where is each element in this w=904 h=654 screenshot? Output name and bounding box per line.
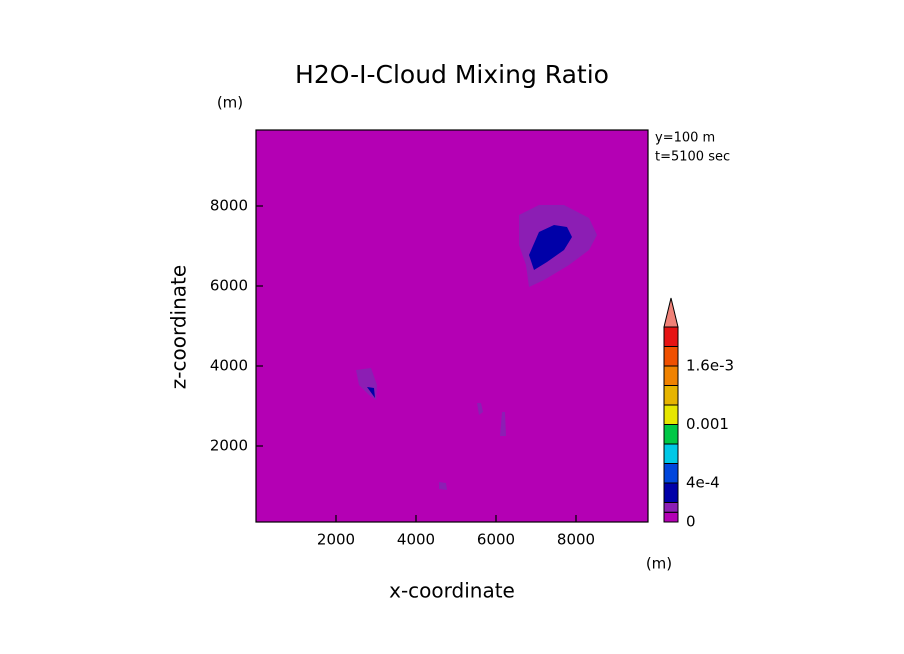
contour-region [439,482,447,490]
colorbar-box [663,424,679,445]
plot-background [256,130,648,522]
colorbar-box [663,443,679,464]
colorbar-extend [663,297,679,328]
colorbar-box [663,346,679,367]
colorbar-box [663,463,679,484]
x-tick-label: 4000 [397,531,435,549]
y-tick-label: 2000 [210,437,248,455]
colorbar-tick-label: 0.001 [686,415,729,433]
contour-region [529,225,572,270]
colorbar-tick-label: 4e-4 [686,474,720,492]
y-tick-label: 6000 [210,277,248,295]
y-tick-label: 4000 [210,357,248,375]
x-tick-label: 8000 [557,531,595,549]
contour-region [477,403,483,415]
colorbar-tick-label: 0 [686,513,696,531]
colorbar-tick-label: 1.6e-3 [686,357,734,375]
x-tick-label: 2000 [317,531,355,549]
colorbar-box [663,365,679,386]
y-unit: (m) [217,94,243,112]
annotation: t=5100 sec [655,150,730,165]
y-axis-label: z-coordinate [167,265,191,389]
chart-title: H2O-I-Cloud Mixing Ratio [295,60,609,89]
x-unit: (m) [646,555,672,573]
colorbar-box [663,511,679,523]
colorbar-box [663,326,679,347]
x-tick-label: 6000 [477,531,515,549]
x-axis-label: x-coordinate [389,579,515,603]
contour-region [500,412,506,436]
colorbar-box [663,404,679,425]
annotation: y=100 m [655,131,715,146]
colorbar-box [663,502,679,513]
colorbar-box [663,385,679,406]
y-tick-label: 8000 [210,197,248,215]
contour-region [367,387,375,398]
colorbar-box [663,482,679,503]
plot-frame [255,129,649,523]
